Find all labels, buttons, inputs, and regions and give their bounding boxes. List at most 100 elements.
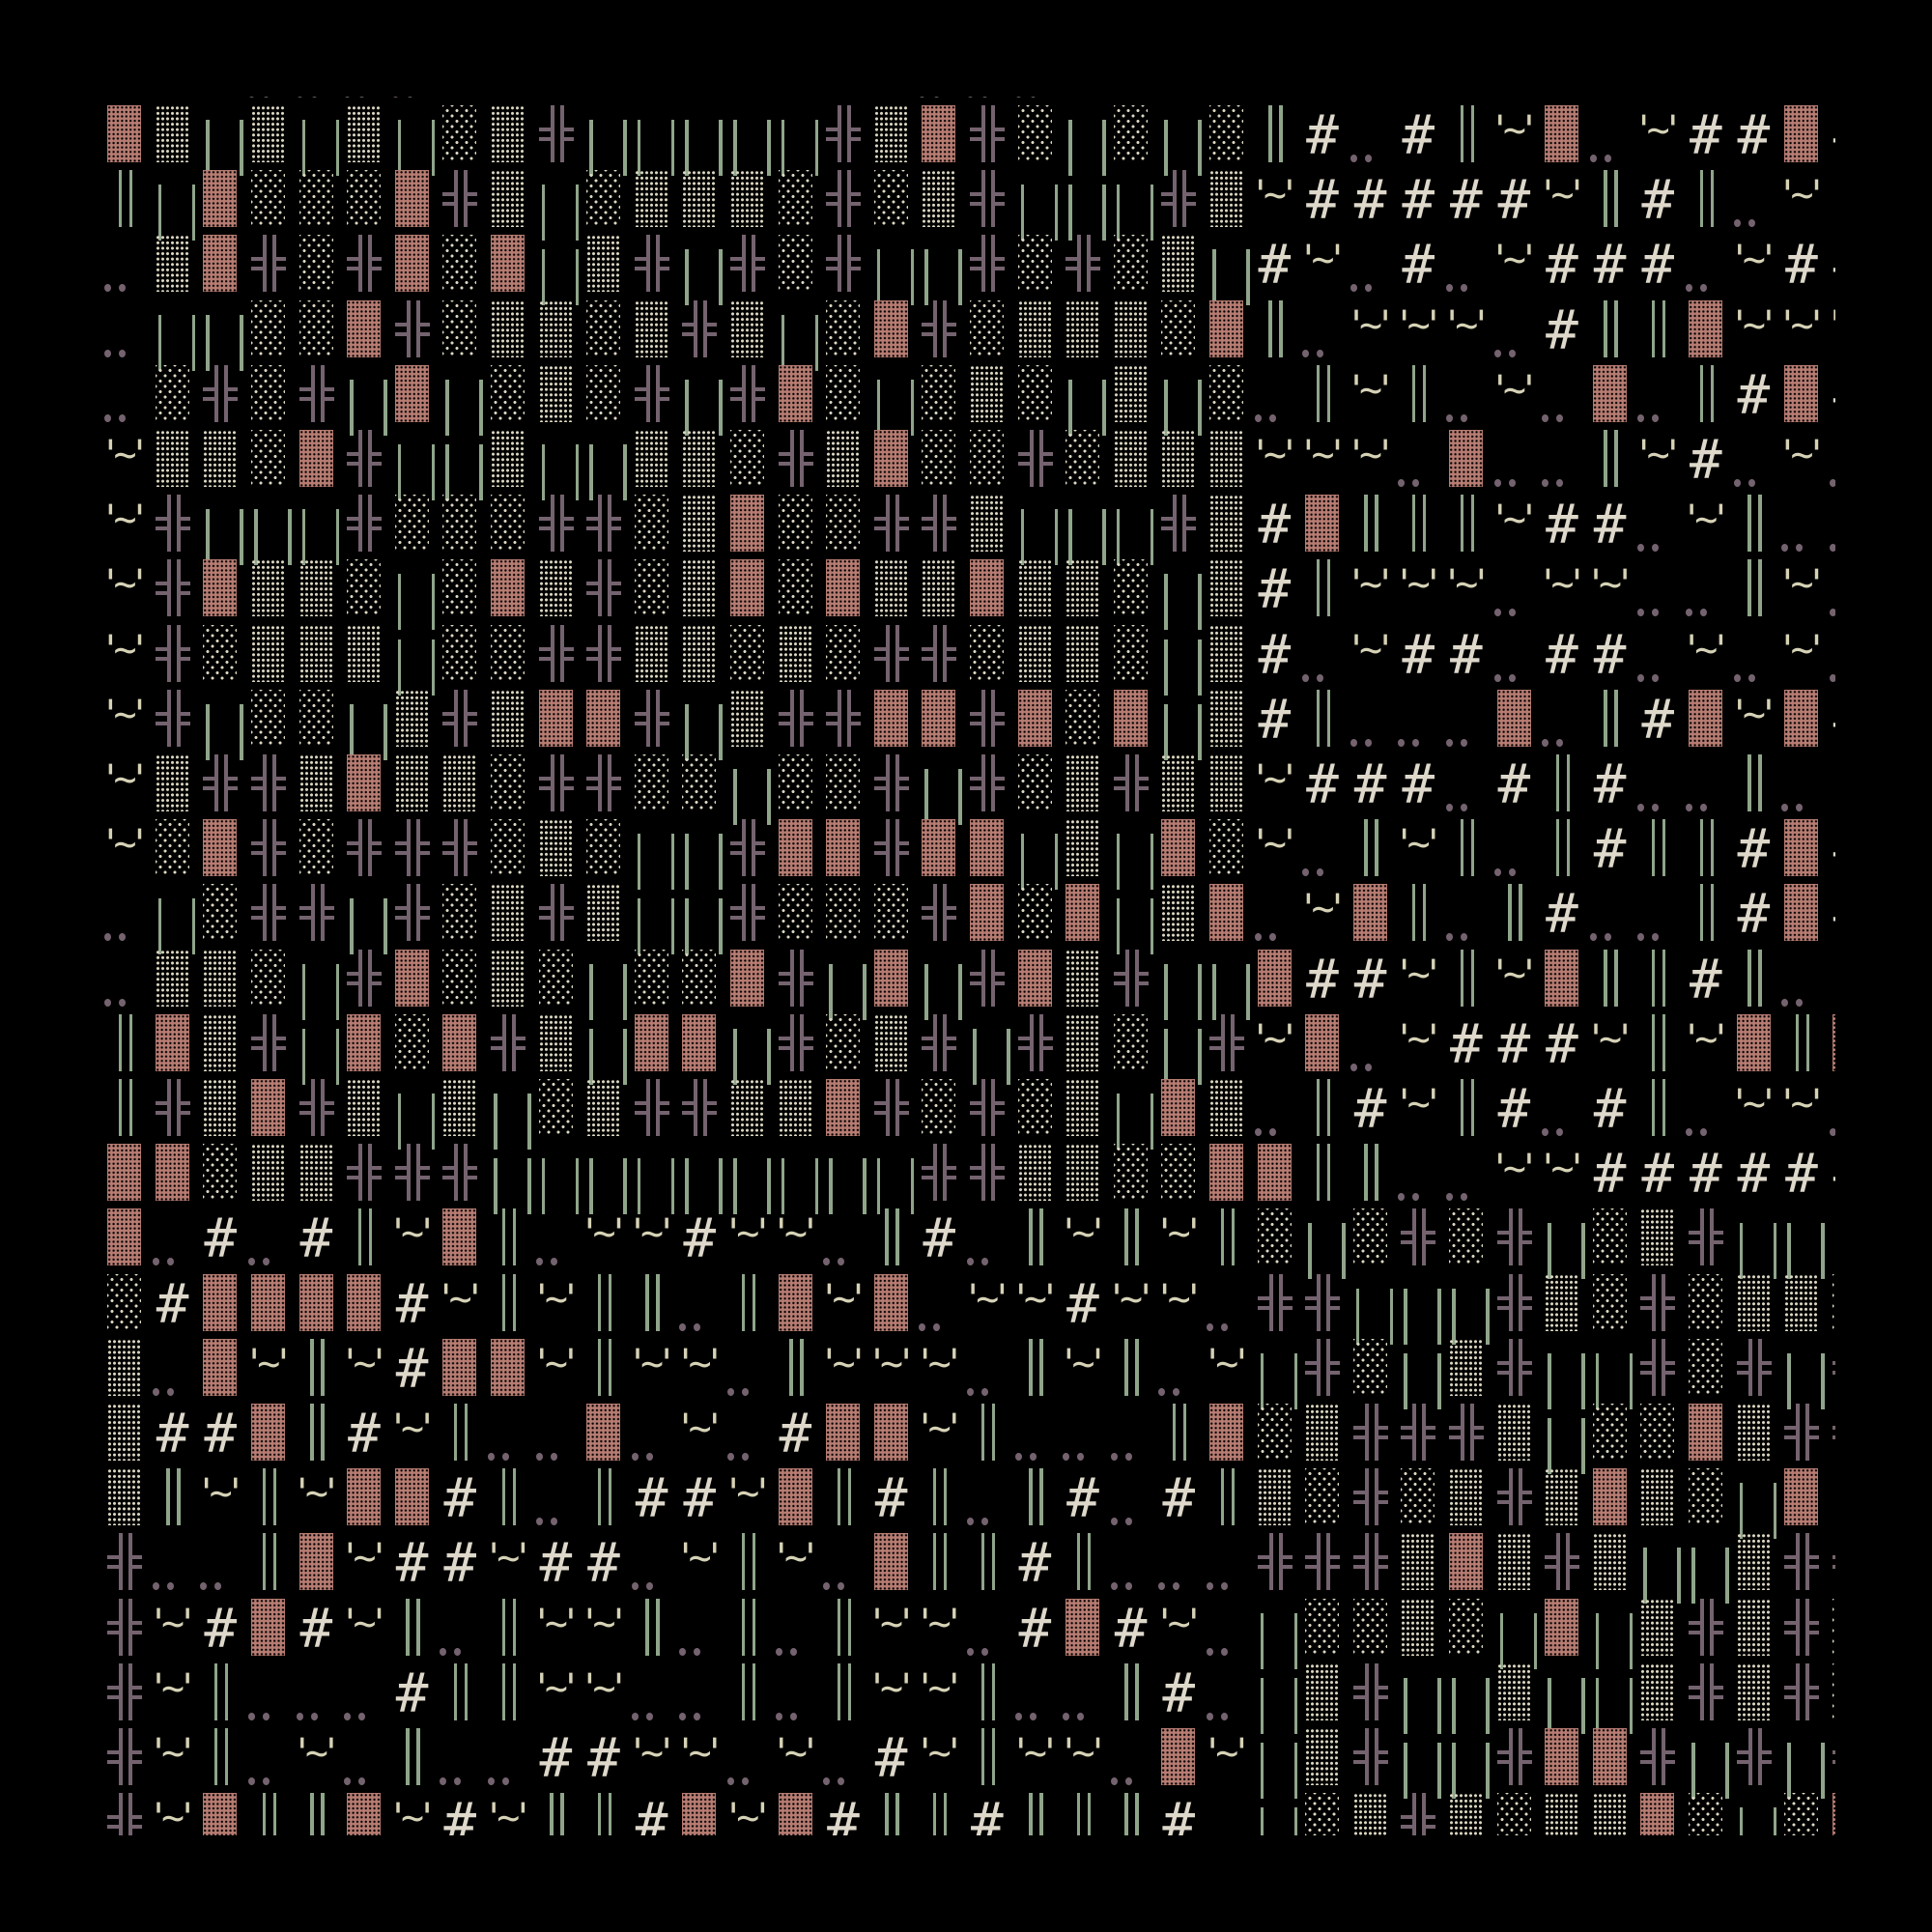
cross-stroke: [132, 1630, 143, 1634]
quote-tilde-glyph: '~': [99, 819, 151, 884]
double-cross-glyph: [1251, 1273, 1299, 1339]
hash-text: #: [1826, 235, 1835, 297]
cross-stroke: [995, 1101, 1005, 1105]
cross-stroke: [1352, 1694, 1365, 1699]
light-shade-block-fill: [873, 884, 908, 942]
hash-glyph: #: [1586, 1079, 1634, 1144]
medium-shade-block-fill: [682, 559, 717, 617]
quote-tilde-glyph: '~': [195, 1468, 247, 1533]
dense-shade-block-glyph: [915, 819, 963, 884]
quote-tilde-text: '~': [673, 1406, 726, 1451]
quote-tilde-glyph: '~': [1489, 105, 1541, 170]
double-dot-glyph: [1394, 430, 1442, 495]
dot: [166, 1258, 174, 1266]
bar-line: [1355, 1288, 1360, 1345]
cross-stroke: [276, 777, 286, 781]
double-cross-glyph: [340, 430, 388, 495]
bar-line: [733, 769, 737, 825]
cross-stroke: [372, 1166, 383, 1171]
bar-line: [1076, 1533, 1081, 1591]
double-vertical-bar-glyph: [1203, 1208, 1251, 1273]
bar-line: [501, 1468, 505, 1526]
light-shade-block-fill: [1449, 1208, 1483, 1266]
dot: [1364, 155, 1372, 162]
bar-line: [1651, 819, 1656, 877]
quote-tilde-glyph: '~': [99, 495, 151, 559]
cross-stroke: [659, 386, 669, 391]
bar-line: [1087, 1533, 1092, 1591]
cross-stroke: [898, 1111, 909, 1115]
bar-line: [924, 769, 928, 825]
bar-line: [575, 444, 580, 500]
cross-stroke: [933, 495, 938, 553]
medium-shade-block-fill: [1017, 1144, 1052, 1202]
double-dot-glyph: [1298, 819, 1347, 884]
cross-stroke: [1401, 1815, 1413, 1820]
hash-glyph: #: [1154, 1662, 1203, 1728]
cross-stroke: [803, 1045, 813, 1050]
bar-line: [1260, 1677, 1264, 1734]
dot: [1700, 284, 1707, 293]
quote-tilde-text: '~': [385, 1211, 439, 1257]
double-dot-glyph: [819, 1208, 867, 1273]
hash-text: #: [1826, 105, 1835, 167]
medium-shade-block-glyph: [915, 170, 963, 235]
cross-stroke: [468, 1166, 478, 1171]
cross-stroke: [1805, 1533, 1810, 1591]
dot: [1542, 738, 1549, 747]
bar-line: [1316, 1144, 1321, 1202]
medium-shade-block-glyph: [772, 624, 820, 690]
dense-shade-block-fill: [873, 430, 908, 487]
bar-line: [1116, 185, 1121, 242]
double-cross-glyph: [819, 689, 867, 754]
dot: [344, 97, 352, 98]
light-shade-block-fill: [491, 819, 525, 877]
dot: [1700, 1128, 1707, 1136]
dot: [823, 1258, 831, 1266]
bar-line: [789, 1338, 793, 1396]
bar-line: [637, 834, 641, 891]
dot: [535, 1518, 543, 1526]
bar-line: [1604, 299, 1607, 357]
bar-line: [118, 170, 123, 228]
wide-double-bar-glyph: [293, 495, 341, 566]
wide-double-bar-glyph: [196, 300, 244, 371]
light-shade-block-fill: [1113, 1144, 1148, 1202]
bar-line: [224, 1662, 229, 1720]
cross-stroke: [1317, 1273, 1321, 1331]
cross-stroke: [1378, 1760, 1388, 1764]
cross-stroke: [372, 526, 383, 531]
quote-tilde-glyph: '~': [1105, 1274, 1157, 1339]
cross-stroke: [1521, 1240, 1532, 1245]
cross-stroke: [276, 841, 286, 846]
hash-text: #: [1258, 623, 1292, 687]
medium-shade-block-glyph: [436, 754, 484, 819]
bar-line: [943, 1468, 948, 1526]
cross-stroke: [659, 711, 669, 716]
dense-shade-block-fill: [1065, 1598, 1100, 1656]
quote-tilde-glyph: '~': [1776, 1079, 1828, 1144]
double-vertical-bar-glyph: [293, 1793, 341, 1835]
light-shade-block-fill: [251, 364, 285, 422]
quote-tilde-glyph: '~': [626, 1208, 678, 1273]
bar-line: [1437, 1743, 1441, 1799]
hash-text: #: [1546, 234, 1578, 298]
double-vertical-bar-glyph: [1730, 754, 1778, 819]
double-vertical-bar-glyph: [1634, 949, 1682, 1014]
cross-stroke: [132, 1825, 143, 1830]
cross-stroke: [1700, 1662, 1704, 1720]
double-vertical-bar-glyph: [915, 1793, 963, 1835]
cross-stroke: [1805, 1598, 1810, 1656]
hash-glyph: #: [1491, 754, 1539, 819]
light-shade-block-fill: [826, 624, 861, 682]
bar-line: [1555, 819, 1560, 877]
cross-stroke: [1832, 1360, 1835, 1365]
double-dot-glyph: [1011, 1404, 1060, 1468]
dot: [535, 1453, 543, 1461]
bar-line: [645, 1598, 649, 1656]
quote-tilde-text: '~': [1344, 562, 1397, 608]
quote-tilde-text: '~': [1583, 1016, 1636, 1062]
light-shade-block-glyph: [963, 299, 1011, 365]
dense-shade-block-fill: [1689, 689, 1722, 747]
cross-stroke: [947, 1036, 957, 1040]
